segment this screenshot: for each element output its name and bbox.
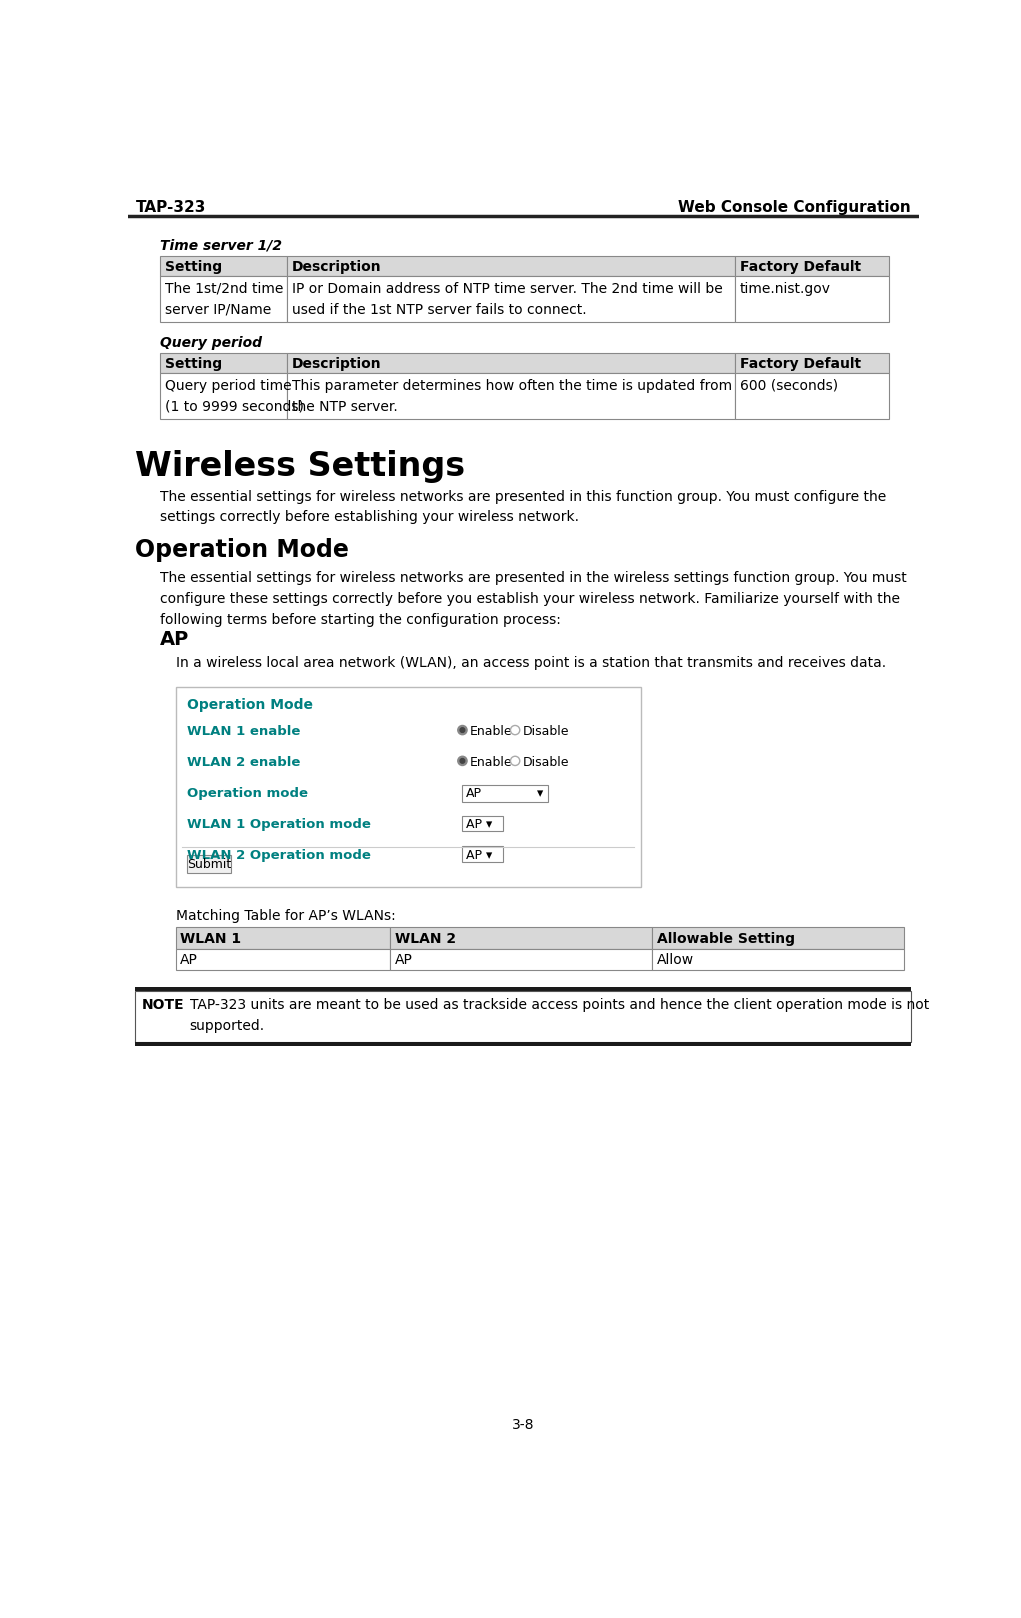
Bar: [287, 256, 735, 275]
Text: Matching Table for AP’s WLANs:: Matching Table for AP’s WLANs:: [176, 909, 395, 922]
Bar: [735, 353, 888, 372]
Text: This parameter determines how often the time is updated from
the NTP server.: This parameter determines how often the …: [292, 379, 732, 414]
Text: Query period: Query period: [160, 337, 262, 349]
Text: WLAN 2 Operation mode: WLAN 2 Operation mode: [187, 849, 371, 862]
Bar: [160, 372, 287, 419]
Text: The 1st/2nd time
server IP/Name: The 1st/2nd time server IP/Name: [164, 282, 283, 317]
Bar: [735, 372, 888, 419]
Text: Setting: Setting: [164, 356, 222, 371]
Text: time.nist.gov: time.nist.gov: [740, 282, 831, 296]
Bar: [463, 785, 547, 801]
Text: Operation Mode: Operation Mode: [187, 697, 312, 712]
Text: Allowable Setting: Allowable Setting: [657, 932, 795, 947]
Bar: [652, 927, 905, 948]
Text: Disable: Disable: [523, 725, 570, 738]
Text: Time server 1/2: Time server 1/2: [160, 239, 282, 252]
Text: NOTE: NOTE: [142, 998, 184, 1011]
Bar: [176, 688, 640, 887]
Text: Enable: Enable: [471, 756, 513, 769]
Text: Operation mode: Operation mode: [187, 786, 307, 799]
Text: Description: Description: [292, 259, 382, 273]
Bar: [136, 992, 911, 1042]
Text: WLAN 1 enable: WLAN 1 enable: [187, 725, 300, 738]
Bar: [287, 353, 735, 372]
Text: The essential settings for wireless networks are presented in the wireless setti: The essential settings for wireless netw…: [160, 571, 907, 626]
Bar: [390, 927, 652, 948]
Bar: [187, 854, 232, 874]
Bar: [160, 353, 287, 372]
Text: 3-8: 3-8: [512, 1419, 534, 1432]
Bar: [735, 275, 888, 322]
Circle shape: [457, 756, 467, 765]
Text: WLAN 2: WLAN 2: [395, 932, 456, 947]
Text: AP: AP: [160, 629, 190, 649]
Text: In a wireless local area network (WLAN), an access point is a station that trans: In a wireless local area network (WLAN),…: [176, 657, 886, 670]
Text: AP ▾: AP ▾: [466, 849, 492, 862]
Text: The essential settings for wireless networks are presented in this function grou: The essential settings for wireless netw…: [160, 490, 886, 524]
Bar: [160, 275, 287, 322]
Text: Operation Mode: Operation Mode: [136, 537, 349, 561]
Text: ▾: ▾: [537, 786, 543, 799]
Text: Web Console Configuration: Web Console Configuration: [678, 201, 911, 215]
Text: AP ▾: AP ▾: [466, 817, 492, 832]
Circle shape: [457, 725, 467, 735]
Bar: [463, 815, 502, 832]
Text: IP or Domain address of NTP time server. The 2nd time will be
used if the 1st NT: IP or Domain address of NTP time server.…: [292, 282, 723, 317]
Bar: [160, 256, 287, 275]
Text: Setting: Setting: [164, 259, 222, 273]
Bar: [735, 256, 888, 275]
Text: TAP-323: TAP-323: [136, 201, 206, 215]
Bar: [287, 275, 735, 322]
Text: AP: AP: [395, 953, 412, 968]
Bar: [136, 987, 911, 992]
Bar: [176, 927, 390, 948]
Text: Allow: Allow: [657, 953, 694, 968]
Text: WLAN 2 enable: WLAN 2 enable: [187, 756, 300, 769]
Text: AP: AP: [181, 953, 198, 968]
Text: Query period time
(1 to 9999 seconds): Query period time (1 to 9999 seconds): [164, 379, 303, 414]
Circle shape: [460, 759, 465, 764]
Text: Description: Description: [292, 356, 382, 371]
Circle shape: [460, 728, 465, 733]
Bar: [176, 948, 390, 971]
Bar: [287, 372, 735, 419]
Text: Factory Default: Factory Default: [740, 356, 861, 371]
Bar: [652, 948, 905, 971]
Text: WLAN 1 Operation mode: WLAN 1 Operation mode: [187, 817, 371, 832]
Text: Submit: Submit: [187, 858, 231, 870]
Text: Factory Default: Factory Default: [740, 259, 861, 273]
Bar: [390, 948, 652, 971]
Text: 600 (seconds): 600 (seconds): [740, 379, 838, 393]
Bar: [463, 846, 502, 862]
Text: Wireless Settings: Wireless Settings: [136, 450, 466, 482]
Text: Disable: Disable: [523, 756, 570, 769]
Text: AP: AP: [467, 786, 482, 799]
Text: TAP-323 units are meant to be used as trackside access points and hence the clie: TAP-323 units are meant to be used as tr…: [190, 998, 929, 1032]
Text: Enable: Enable: [471, 725, 513, 738]
Text: WLAN 1: WLAN 1: [181, 932, 241, 947]
Bar: [136, 1042, 911, 1045]
